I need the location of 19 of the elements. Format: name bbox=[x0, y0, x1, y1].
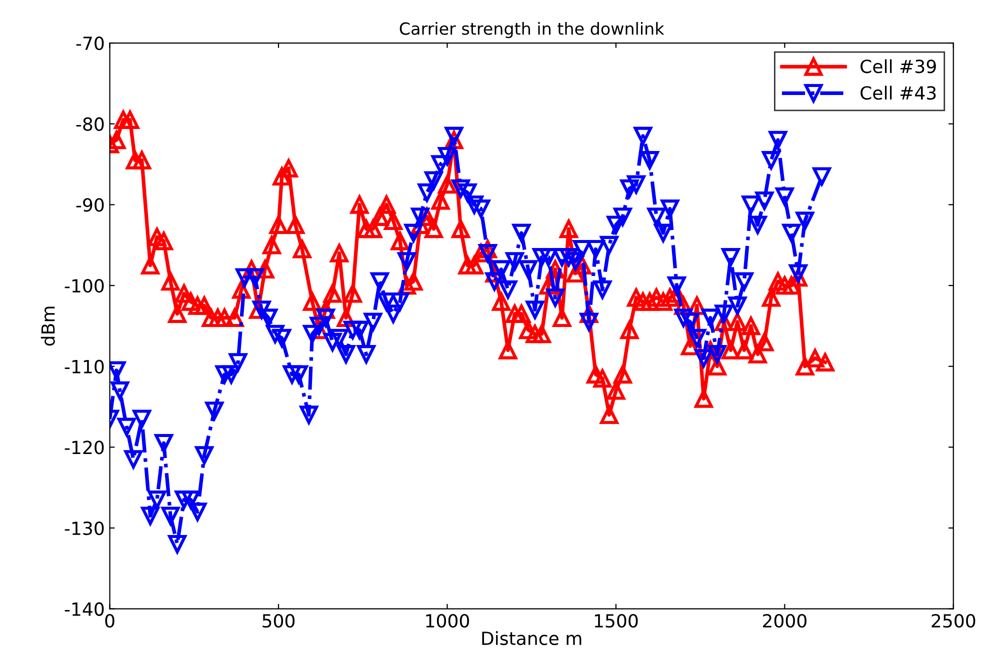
y-tick-label: -80 bbox=[76, 117, 104, 131]
y-tick-label: -130 bbox=[64, 521, 104, 536]
legend-label: Cell #43 bbox=[860, 86, 936, 100]
y-tick-label: -110 bbox=[64, 360, 104, 374]
x-tick-label: 2500 bbox=[932, 614, 976, 628]
y-tick-label: -120 bbox=[64, 440, 104, 454]
x-axis-title: Distance m bbox=[482, 631, 582, 646]
legend-label: Cell #39 bbox=[860, 59, 936, 74]
x-tick-label: 0 bbox=[105, 614, 114, 628]
x-tick-label: 2000 bbox=[763, 614, 806, 628]
y-tick-label: -70 bbox=[76, 36, 104, 50]
y-tick-label: -100 bbox=[64, 278, 104, 293]
x-tick-label: 1000 bbox=[426, 614, 469, 628]
y-tick-label: -140 bbox=[64, 602, 104, 616]
chart-title: Carrier strength in the downlink bbox=[400, 22, 664, 38]
y-axis-title: dBm bbox=[40, 306, 55, 346]
y-tick-label: -90 bbox=[76, 198, 104, 212]
x-tick-label: 500 bbox=[262, 614, 295, 628]
x-tick-label: 1500 bbox=[594, 614, 638, 628]
